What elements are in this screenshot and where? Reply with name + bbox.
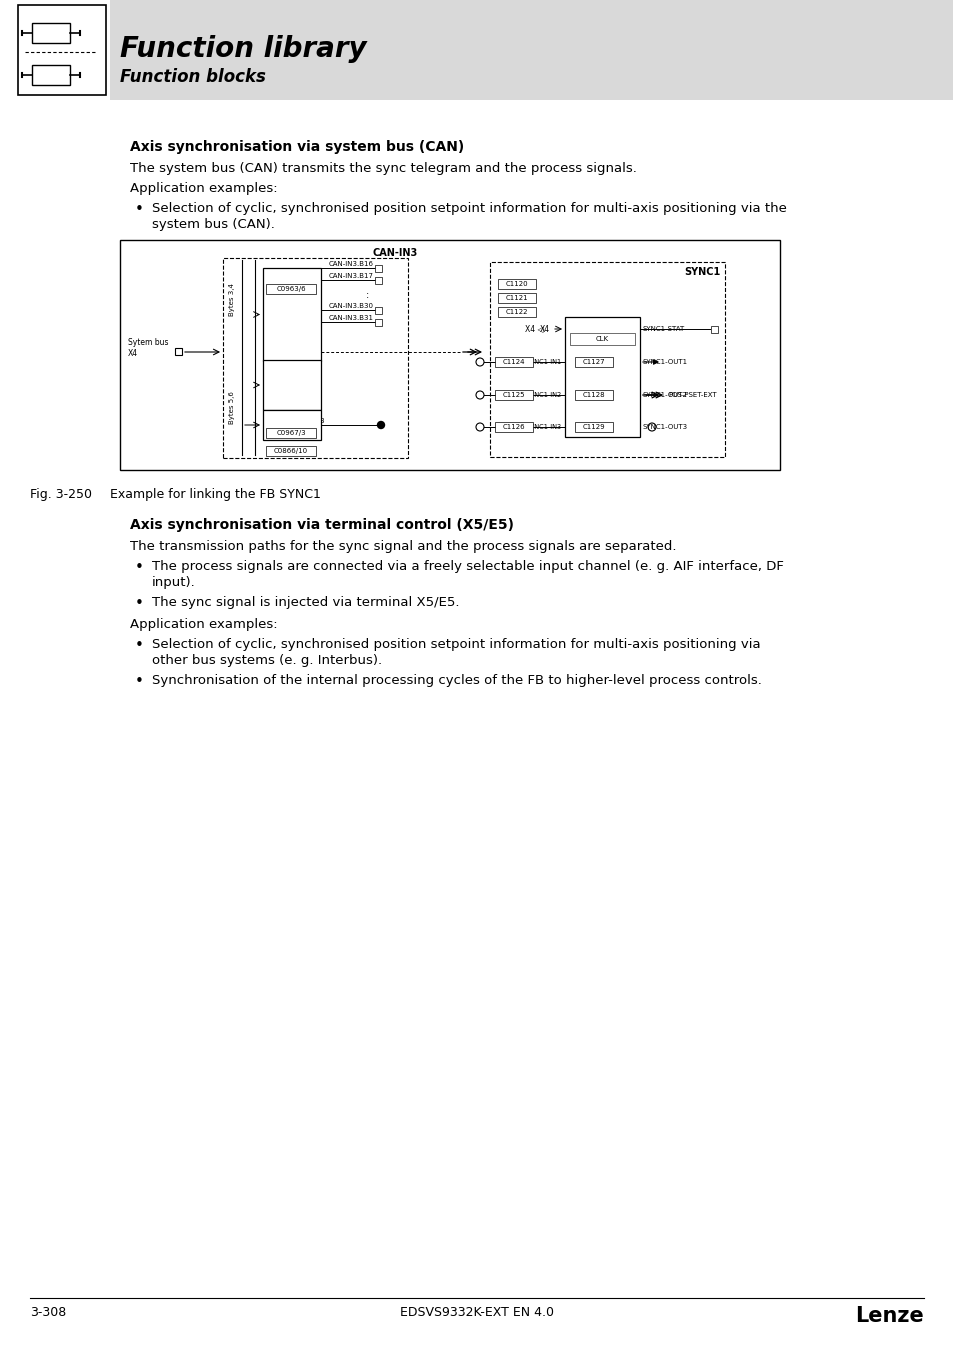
Text: C1129: C1129 — [582, 424, 604, 431]
Bar — [120, 240, 780, 470]
Text: •: • — [135, 639, 144, 653]
Bar — [32, 23, 70, 43]
Text: 16 binary
signals: 16 binary signals — [274, 310, 310, 329]
Text: C1124: C1124 — [502, 359, 525, 364]
Text: Axis synchronisation via system bus (CAN): Axis synchronisation via system bus (CAN… — [130, 140, 464, 154]
Bar — [375, 306, 381, 313]
Bar — [495, 423, 533, 432]
Bar — [18, 5, 106, 95]
Text: Example for linking the FB SYNC1: Example for linking the FB SYNC1 — [110, 487, 320, 501]
Bar — [497, 279, 536, 289]
Bar — [263, 269, 320, 360]
Text: C1126: C1126 — [502, 424, 525, 431]
Bar — [575, 390, 613, 400]
Text: The process signals are connected via a freely selectable input channel (e. g. A: The process signals are connected via a … — [152, 560, 783, 572]
Text: SYNC1-OUT3: SYNC1-OUT3 — [642, 424, 687, 431]
Bar — [569, 333, 635, 346]
Text: C1127: C1127 — [582, 359, 604, 364]
Bar — [263, 360, 320, 410]
Bar — [564, 317, 639, 437]
Text: Synchronisation of the internal processing cycles of the FB to higher-level proc: Synchronisation of the internal processi… — [152, 674, 761, 687]
Text: C0866/10: C0866/10 — [274, 448, 308, 454]
Text: Fig. 3-250: Fig. 3-250 — [30, 487, 91, 501]
Circle shape — [377, 421, 384, 428]
Bar — [375, 265, 381, 271]
Text: Lenze: Lenze — [854, 1305, 923, 1326]
Text: CLK: CLK — [596, 336, 608, 342]
Text: CAN-IN3.B31: CAN-IN3.B31 — [329, 315, 374, 321]
Text: 18 Bit: 18 Bit — [281, 414, 302, 420]
Text: CAN-IN3.B30: CAN-IN3.B30 — [329, 302, 374, 309]
Text: SYNC1-IN1: SYNC1-IN1 — [526, 359, 561, 364]
Bar — [266, 284, 315, 294]
Text: SYNC1: SYNC1 — [684, 267, 720, 277]
Text: Application examples:: Application examples: — [130, 182, 277, 194]
Bar — [375, 277, 381, 284]
Text: The transmission paths for the sync signal and the process signals are separated: The transmission paths for the sync sign… — [130, 540, 676, 553]
Text: SYNC1-IN2: SYNC1-IN2 — [526, 392, 561, 398]
Text: The sync signal is injected via terminal X5/E5.: The sync signal is injected via terminal… — [152, 595, 459, 609]
Text: X4 ◁: X4 ◁ — [524, 324, 543, 333]
Text: High Word: High Word — [274, 423, 310, 429]
Text: C1128: C1128 — [582, 392, 604, 398]
Text: Selection of cyclic, synchronised position setpoint information for multi-axis p: Selection of cyclic, synchronised positi… — [152, 639, 760, 651]
Text: 3-308: 3-308 — [30, 1305, 66, 1319]
Text: SYNC1-STAT: SYNC1-STAT — [642, 325, 684, 332]
Text: C0967/3: C0967/3 — [276, 431, 306, 436]
Text: Selection of cyclic, synchronised position setpoint information for multi-axis p: Selection of cyclic, synchronised positi… — [152, 202, 786, 215]
Text: CAN-IN3: CAN-IN3 — [372, 248, 417, 258]
Bar — [495, 390, 533, 400]
Text: 16 Bit: 16 Bit — [280, 420, 303, 429]
Text: CAN-IN3.B16: CAN-IN3.B16 — [329, 261, 374, 267]
Text: SYNC1-OUT2: SYNC1-OUT2 — [642, 392, 687, 398]
Bar — [490, 262, 724, 458]
Bar — [266, 446, 315, 456]
Text: CAN-IN3.D1: CAN-IN3.D1 — [282, 346, 323, 351]
Text: •: • — [135, 560, 144, 575]
Text: POS-PSET-EXT: POS-PSET-EXT — [667, 392, 716, 398]
Text: Function blocks: Function blocks — [120, 68, 266, 86]
Text: Bytes 5,6: Bytes 5,6 — [229, 392, 234, 424]
Text: •: • — [135, 202, 144, 217]
Bar — [266, 428, 315, 437]
Bar — [575, 356, 613, 367]
Text: :: : — [366, 290, 369, 300]
Bar — [575, 423, 613, 432]
Text: Axis synchronisation via terminal control (X5/E5): Axis synchronisation via terminal contro… — [130, 518, 514, 532]
Text: C0963/6: C0963/6 — [276, 286, 306, 292]
Text: Low Word: Low Word — [274, 381, 309, 387]
Text: input).: input). — [152, 576, 195, 589]
Bar — [495, 356, 533, 367]
Text: CAN-IN3.W3: CAN-IN3.W3 — [282, 418, 325, 424]
Text: C1122: C1122 — [505, 309, 528, 315]
Text: EDSVS9332K-EXT EN 4.0: EDSVS9332K-EXT EN 4.0 — [399, 1305, 554, 1319]
Text: Sytem bus
X4: Sytem bus X4 — [128, 339, 169, 358]
Text: C1121: C1121 — [505, 296, 528, 301]
Text: CAN-IN3.B17: CAN-IN3.B17 — [329, 273, 374, 279]
Text: 16 Bit: 16 Bit — [281, 371, 302, 377]
Text: •: • — [135, 595, 144, 612]
Text: Application examples:: Application examples: — [130, 618, 277, 630]
Text: SYNC1-IN3: SYNC1-IN3 — [526, 424, 561, 431]
Bar — [710, 325, 718, 332]
Text: The system bus (CAN) transmits the sync telegram and the process signals.: The system bus (CAN) transmits the sync … — [130, 162, 637, 176]
Bar — [375, 319, 381, 325]
Text: C1125: C1125 — [502, 392, 525, 398]
Text: other bus systems (e. g. Interbus).: other bus systems (e. g. Interbus). — [152, 653, 382, 667]
Bar — [497, 293, 536, 302]
Bar — [497, 306, 536, 317]
Text: system bus (CAN).: system bus (CAN). — [152, 217, 274, 231]
Bar — [263, 410, 320, 440]
Text: Function library: Function library — [120, 35, 366, 63]
Text: Bytes 3,4: Bytes 3,4 — [229, 284, 234, 316]
Bar — [174, 348, 182, 355]
Bar — [32, 65, 70, 85]
Bar — [110, 0, 953, 100]
Text: C1120: C1120 — [505, 281, 528, 288]
Bar — [223, 258, 408, 458]
Text: X4: X4 — [539, 324, 550, 333]
Text: •: • — [135, 674, 144, 688]
Text: SYNC1-OUT1: SYNC1-OUT1 — [642, 359, 687, 364]
